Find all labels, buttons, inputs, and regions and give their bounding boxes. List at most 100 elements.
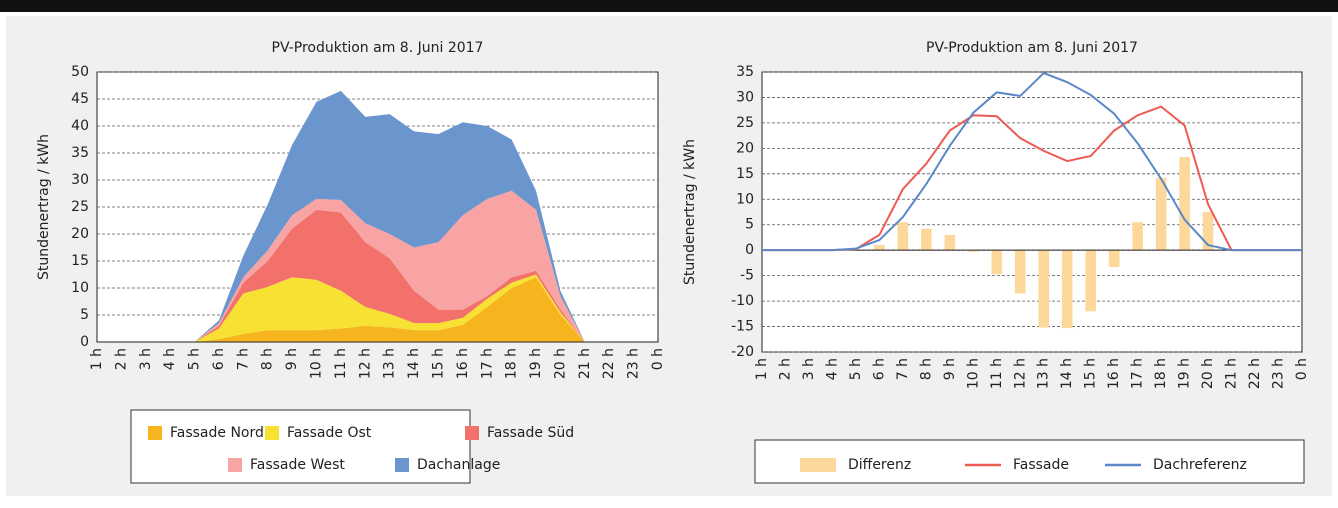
x-tick-label: 1 h xyxy=(754,358,770,380)
x-tick-label: 0 h xyxy=(650,348,666,370)
x-tick-label: 19 h xyxy=(1177,358,1193,389)
bar xyxy=(1014,250,1026,294)
legend-swatch xyxy=(395,458,409,472)
y-axis-label: Stundenertrag / kWh xyxy=(36,134,52,280)
x-tick-label: 22 h xyxy=(601,348,617,379)
x-tick-label: 23 h xyxy=(626,348,642,379)
x-tick-label: 8 h xyxy=(260,348,276,370)
x-tick-label: 11 h xyxy=(989,358,1005,389)
legend-label: Dachanlage xyxy=(417,457,500,473)
x-tick-label: 2 h xyxy=(113,348,129,370)
bar xyxy=(1132,222,1143,251)
legend-swatch xyxy=(148,426,162,440)
y-tick-label: 10 xyxy=(71,280,89,296)
bar xyxy=(968,250,979,252)
x-tick-label: 10 h xyxy=(965,358,981,389)
y-tick-label: 20 xyxy=(736,140,754,156)
y-tick-label: -5 xyxy=(740,268,754,284)
x-tick-label: 16 h xyxy=(455,348,471,379)
x-tick-label: 19 h xyxy=(528,348,544,379)
x-tick-label: 3 h xyxy=(138,348,154,370)
area xyxy=(97,209,658,342)
line xyxy=(762,71,1302,252)
x-tick-label: 3 h xyxy=(801,358,817,380)
y-tick-label: 35 xyxy=(71,145,89,161)
x-tick-label: 21 h xyxy=(577,348,593,379)
x-tick-label: 14 h xyxy=(1059,358,1075,389)
x-tick-label: 7 h xyxy=(235,348,251,370)
x-tick-label: 6 h xyxy=(871,358,887,380)
bar xyxy=(1179,157,1190,251)
top-bar xyxy=(0,0,1338,12)
legend-label: Differenz xyxy=(848,457,911,473)
y-tick-label: 35 xyxy=(736,64,754,80)
y-tick-label: 15 xyxy=(736,166,754,182)
bar xyxy=(874,245,885,251)
x-tick-label: 20 h xyxy=(1200,358,1216,389)
bar xyxy=(1108,250,1120,267)
y-tick-label: 30 xyxy=(71,172,89,188)
x-tick-label: 21 h xyxy=(1224,358,1240,389)
chart-title: PV-Produktion am 8. Juni 2017 xyxy=(926,40,1138,56)
legend-swatch xyxy=(465,426,479,440)
x-tick-label: 22 h xyxy=(1247,358,1263,389)
x-tick-label: 12 h xyxy=(1012,358,1028,389)
x-tick-label: 9 h xyxy=(942,358,958,380)
x-tick-label: 15 h xyxy=(1083,358,1099,389)
y-tick-label: 30 xyxy=(736,89,754,105)
x-tick-label: 12 h xyxy=(357,348,373,379)
legend-label: Fassade xyxy=(1013,457,1069,473)
y-tick-label: -15 xyxy=(731,319,754,335)
x-tick-label: 11 h xyxy=(333,348,349,379)
y-tick-label: 20 xyxy=(71,226,89,242)
y-tick-label: 15 xyxy=(71,253,89,269)
y-tick-label: 5 xyxy=(745,217,754,233)
x-tick-label: 6 h xyxy=(211,348,227,370)
x-tick-label: 10 h xyxy=(309,348,325,379)
bar xyxy=(1085,250,1096,312)
area xyxy=(97,274,658,342)
legend-swatch xyxy=(800,458,836,472)
bar xyxy=(1038,250,1050,328)
legend-swatch xyxy=(265,426,279,440)
area xyxy=(97,277,658,342)
bar xyxy=(944,234,956,251)
x-tick-label: 17 h xyxy=(1130,358,1146,389)
y-tick-label: 25 xyxy=(736,115,754,131)
x-tick-label: 4 h xyxy=(824,358,840,380)
x-tick-label: 17 h xyxy=(479,348,495,379)
x-tick-label: 13 h xyxy=(1036,358,1052,389)
y-tick-label: 25 xyxy=(71,199,89,215)
x-tick-label: 5 h xyxy=(187,348,203,370)
legend-box xyxy=(754,439,1305,484)
y-tick-label: -20 xyxy=(731,344,754,360)
bar xyxy=(921,228,932,251)
y-tick-label: 50 xyxy=(71,64,89,80)
chart-title: PV-Produktion am 8. Juni 2017 xyxy=(272,40,484,56)
x-tick-label: 1 h xyxy=(89,348,105,370)
x-tick-label: 18 h xyxy=(1153,358,1169,389)
x-tick-label: 2 h xyxy=(777,358,793,380)
area xyxy=(97,190,658,342)
bar xyxy=(1061,250,1073,329)
bar xyxy=(991,250,1003,275)
legend-label: Fassade West xyxy=(250,457,345,473)
x-tick-label: 20 h xyxy=(552,348,568,379)
y-tick-label: 0 xyxy=(745,242,754,258)
x-tick-label: 9 h xyxy=(284,348,300,370)
y-tick-label: 40 xyxy=(71,118,89,134)
y-tick-label: 5 xyxy=(80,307,89,323)
legend-label: Fassade Ost xyxy=(287,425,372,441)
y-tick-label: 10 xyxy=(736,191,754,207)
y-axis-label: Stundenertrag / kWh xyxy=(682,139,698,285)
x-tick-label: 15 h xyxy=(430,348,446,379)
bar xyxy=(1155,177,1167,251)
y-tick-label: -10 xyxy=(731,293,754,309)
x-tick-label: 13 h xyxy=(382,348,398,379)
x-tick-label: 16 h xyxy=(1106,358,1122,389)
x-tick-label: 23 h xyxy=(1271,358,1287,389)
area xyxy=(97,90,658,343)
y-tick-label: 0 xyxy=(80,334,89,350)
bar xyxy=(1202,212,1214,251)
